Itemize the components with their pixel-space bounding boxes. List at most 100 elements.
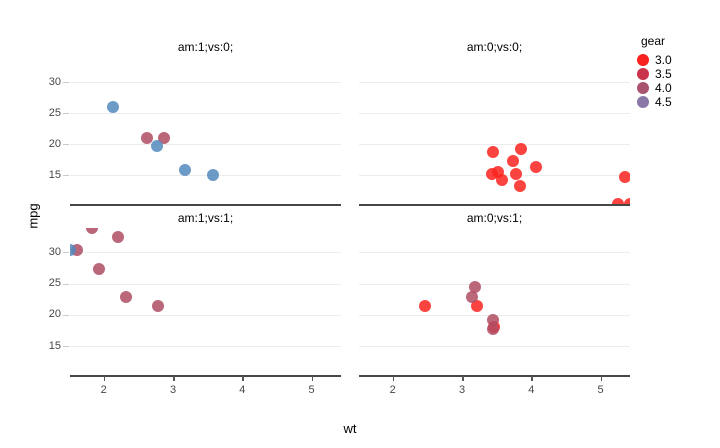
legend-title: gear (641, 34, 666, 48)
data-point[interactable] (206, 169, 219, 182)
x-tick-label: 4 (239, 384, 246, 396)
legend-entry[interactable]: 3.0 (637, 53, 672, 67)
y-tick-label: 20 (48, 137, 61, 150)
x-tick-mark (392, 376, 395, 381)
data-point[interactable] (514, 179, 527, 192)
y-tick-mark (63, 346, 69, 348)
y-tick-label: 15 (48, 168, 61, 181)
y-tick-mark (63, 113, 69, 115)
y-gridline (359, 346, 630, 348)
x-axis-line (70, 204, 341, 206)
facet-panel-am1-vs1 (70, 228, 341, 375)
y-gridline (359, 144, 630, 146)
x-tick-mark (103, 376, 106, 381)
data-point[interactable] (119, 291, 132, 304)
data-point[interactable] (466, 291, 479, 304)
y-gridline (70, 113, 341, 115)
data-point[interactable] (70, 243, 76, 256)
y-tick-label: 15 (48, 339, 61, 352)
legend-swatch-icon (637, 54, 649, 66)
x-axis-title: wt (343, 421, 357, 436)
legend-entry[interactable]: 4.0 (637, 81, 672, 95)
data-point[interactable] (93, 263, 106, 276)
x-tick-mark (600, 376, 603, 381)
x-tick-label: 3 (458, 384, 466, 396)
legend-entries: 3.0 3.5 4.0 4.5 (637, 53, 672, 109)
x-tick-mark (242, 376, 244, 381)
data-point[interactable] (618, 171, 630, 184)
data-point[interactable] (151, 140, 164, 153)
data-point[interactable] (510, 168, 523, 181)
x-tick-label: 4 (528, 384, 535, 396)
legend-entry-label: 4.5 (655, 95, 672, 109)
y-tick-mark (63, 252, 69, 254)
facet-title-am0-vs1: am:0;vs:1; (466, 211, 523, 225)
facet-panel-am0-vs1 (359, 228, 630, 375)
y-tick-label: 25 (48, 277, 61, 290)
data-point[interactable] (506, 155, 519, 168)
y-tick-mark (63, 314, 69, 316)
data-point[interactable] (178, 164, 191, 177)
y-gridline (359, 82, 630, 84)
y-gridline (70, 314, 341, 316)
data-point[interactable] (470, 300, 483, 313)
legend-entry-label: 3.5 (655, 67, 672, 81)
legend-swatch-icon (637, 96, 649, 108)
x-tick-mark (311, 376, 314, 381)
facet-panel-am0-vs0 (359, 58, 630, 204)
data-point[interactable] (530, 160, 543, 173)
y-tick-mark (63, 82, 69, 84)
x-tick-mark (462, 376, 464, 381)
y-axis-title: mpg (25, 203, 41, 229)
y-gridline (70, 346, 341, 348)
x-tick-label: 5 (308, 384, 315, 396)
x-tick-mark (173, 376, 175, 381)
y-gridline (70, 283, 341, 285)
y-tick-label: 30 (48, 75, 61, 88)
legend-swatch-icon (637, 68, 649, 80)
x-axis-line (70, 375, 341, 377)
y-tick-mark (63, 283, 69, 285)
data-point[interactable] (486, 322, 499, 335)
x-axis-line (359, 375, 630, 377)
facet-panel-am1-vs0 (70, 58, 341, 204)
data-point[interactable] (140, 132, 153, 145)
x-tick-label: 2 (100, 384, 107, 396)
y-tick-mark (63, 144, 69, 146)
data-point[interactable] (107, 101, 120, 114)
legend: gear 3.0 3.5 4.0 4.5 (637, 34, 672, 109)
facet-title-am1-vs1: am:1;vs:1; (177, 211, 234, 225)
facet-title-am1-vs0: am:1;vs:0; (177, 40, 234, 54)
y-tick-label: 20 (48, 308, 61, 321)
y-tick-mark (63, 175, 69, 177)
y-gridline (70, 252, 341, 254)
data-point[interactable] (86, 228, 99, 234)
data-point[interactable] (624, 198, 630, 204)
data-point[interactable] (486, 146, 499, 159)
y-gridline (70, 175, 341, 177)
y-tick-label: 30 (48, 245, 61, 258)
data-point[interactable] (469, 281, 482, 294)
data-point[interactable] (611, 198, 624, 204)
legend-entry[interactable]: 4.5 (637, 95, 672, 109)
data-point[interactable] (418, 299, 431, 312)
x-axis-line (359, 204, 630, 206)
legend-entry-label: 3.0 (655, 53, 672, 67)
x-tick-mark (531, 376, 533, 381)
legend-entry-label: 4.0 (655, 81, 672, 95)
y-gridline (359, 252, 630, 254)
legend-swatch-icon (637, 82, 649, 94)
y-gridline (70, 144, 341, 146)
data-point[interactable] (151, 300, 164, 313)
data-point[interactable] (514, 143, 527, 156)
legend-entry[interactable]: 3.5 (637, 67, 672, 81)
x-tick-label: 5 (597, 384, 604, 396)
data-point[interactable] (486, 168, 499, 181)
y-gridline (359, 283, 630, 285)
x-tick-label: 3 (169, 384, 177, 396)
facet-title-am0-vs0: am:0;vs:0; (466, 40, 523, 54)
x-tick-label: 2 (389, 384, 396, 396)
y-gridline (70, 82, 341, 84)
data-point[interactable] (111, 231, 124, 244)
